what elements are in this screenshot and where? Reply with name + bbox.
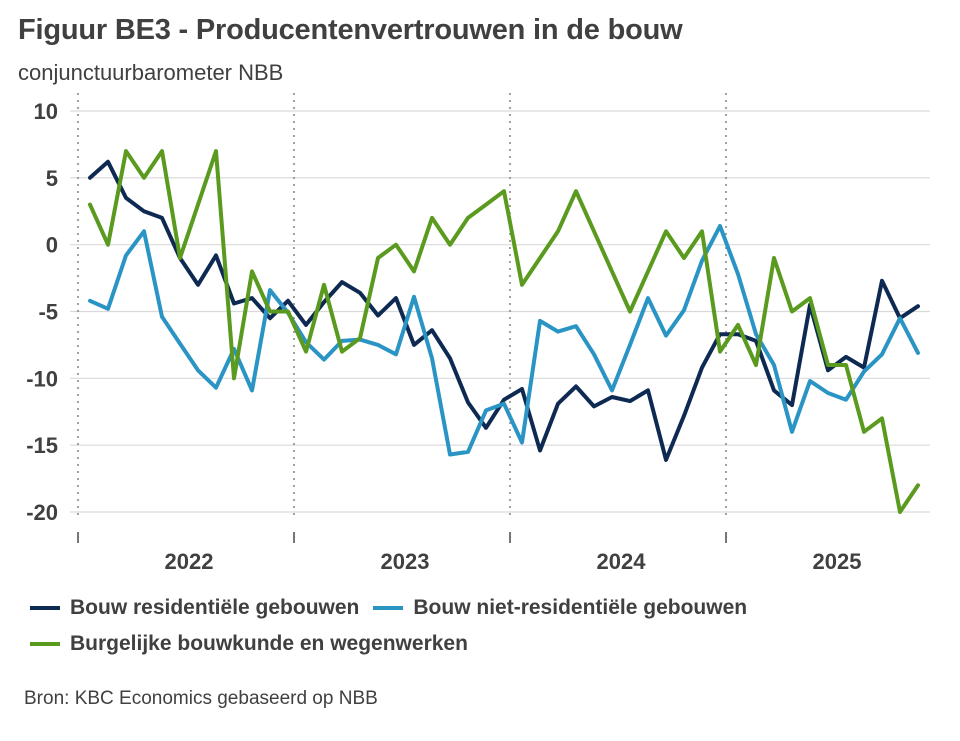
y-tick-label: -20: [26, 500, 58, 525]
source-note: Bron: KBC Economics gebaseerd op NBB: [24, 688, 378, 709]
legend: Bouw residentiële gebouwen Bouw niet-res…: [30, 590, 950, 662]
series-line-civil: [88, 149, 920, 514]
legend-item-non-residential: Bouw niet-residentiële gebouwen: [373, 596, 747, 620]
y-tick-label: -5: [38, 300, 58, 325]
y-tick-label: 10: [34, 99, 58, 124]
legend-item-residential: Bouw residentiële gebouwen: [30, 596, 359, 620]
y-tick-label: -15: [26, 433, 58, 458]
legend-label-residential: Bouw residentiële gebouwen: [70, 596, 360, 619]
legend-swatch-non-residential: [373, 606, 404, 610]
legend-swatch-civil: [30, 642, 60, 646]
y-tick-label: -10: [26, 366, 58, 391]
line-chart: 10 5 0 -5 -10 -15 -20 2022 2023 2024 2025: [26, 93, 930, 574]
y-tick-label: 5: [46, 166, 58, 191]
chart-title: Figuur BE3 - Producentenvertrouwen in de…: [18, 14, 683, 46]
x-year-label: 2025: [813, 549, 862, 574]
legend-swatch-residential: [30, 606, 60, 610]
chart-subtitle: conjunctuurbarometer NBB: [18, 60, 284, 85]
legend-item-civil: Burgelijke bouwkunde en wegenwerken: [30, 632, 468, 656]
series-line-non-residential: [88, 224, 920, 457]
y-tick-label: 0: [46, 233, 58, 258]
x-year-label: 2024: [597, 549, 647, 574]
x-year-label: 2022: [165, 549, 214, 574]
legend-label-civil: Burgelijke bouwkunde en wegenwerken: [70, 632, 468, 655]
x-year-label: 2023: [381, 549, 430, 574]
legend-label-non-residential: Bouw niet-residentiële gebouwen: [413, 596, 748, 619]
